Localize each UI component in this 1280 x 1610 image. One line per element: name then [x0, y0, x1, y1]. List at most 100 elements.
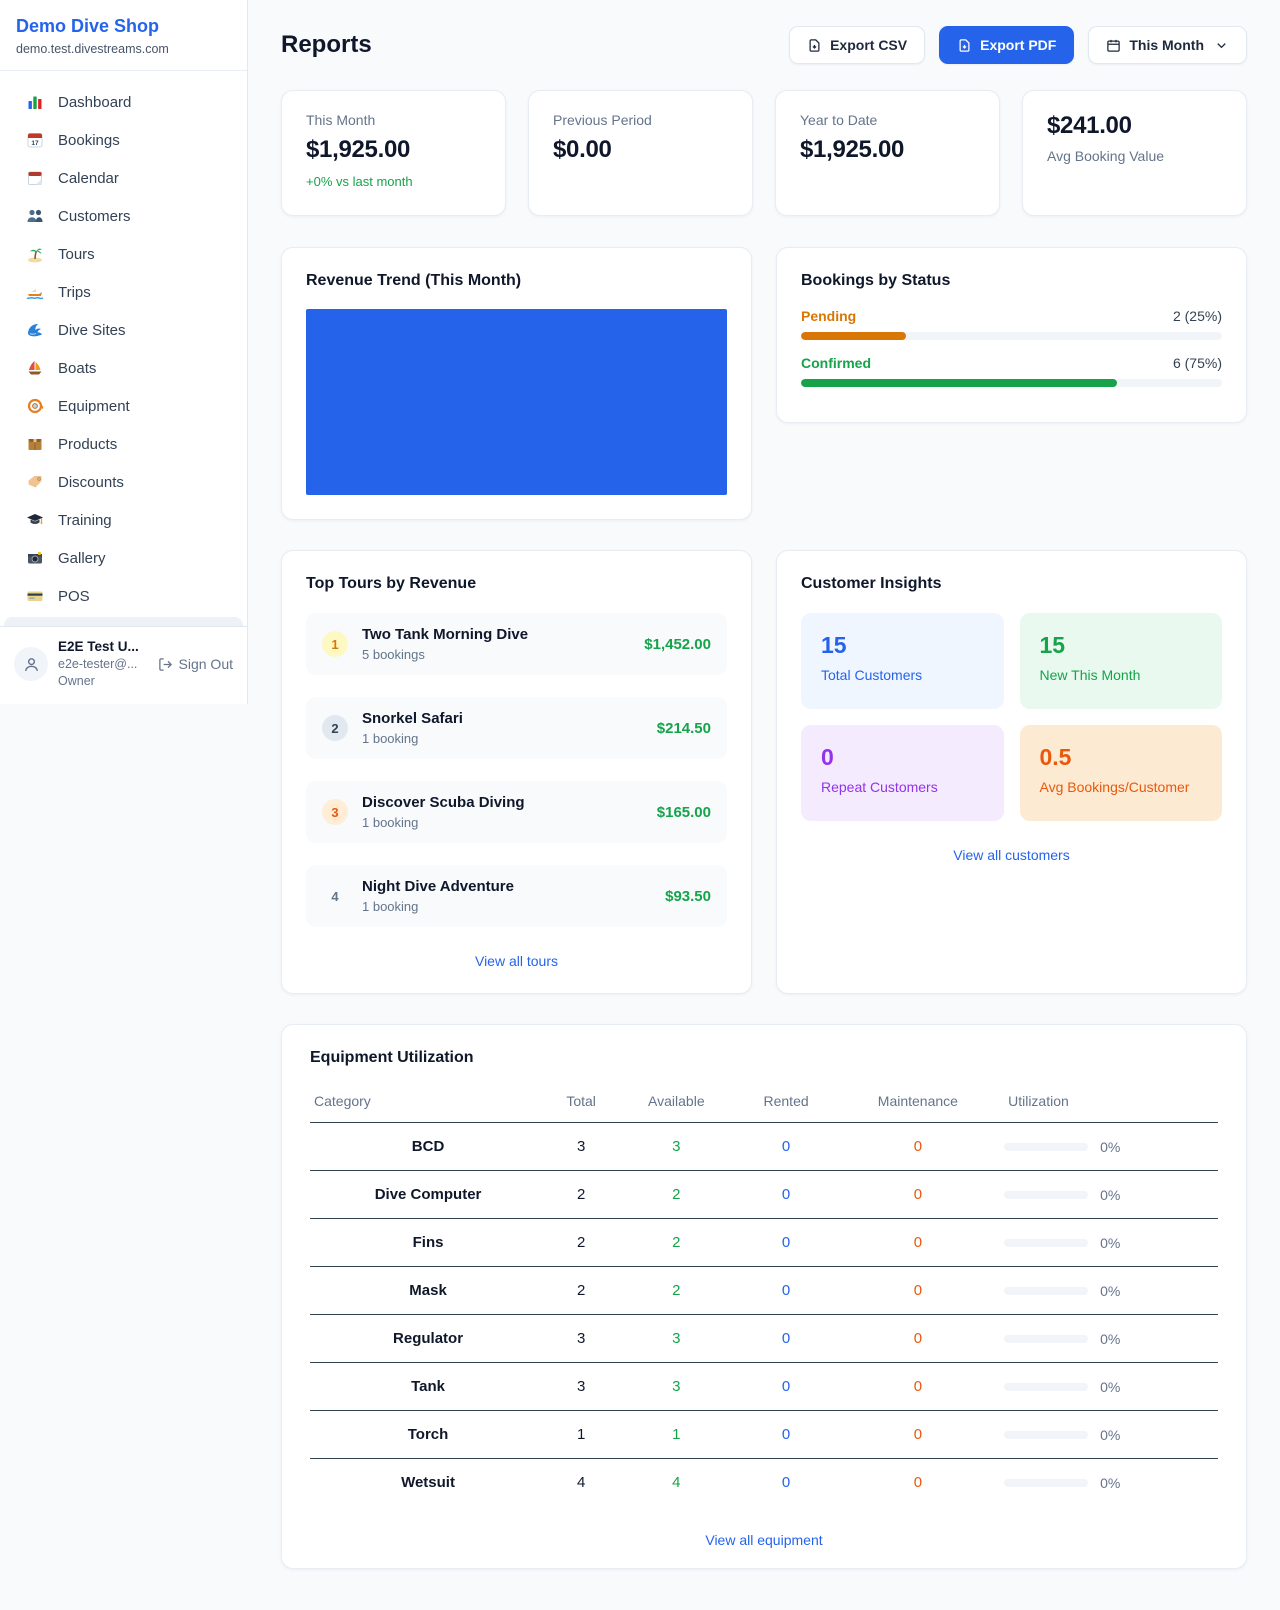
col-total: Total	[546, 1087, 617, 1123]
view-all-equipment-link[interactable]: View all equipment	[705, 1532, 823, 1548]
user-role: Owner	[58, 673, 95, 688]
stat-card: This Month $1,925.00 +0% vs last month	[281, 90, 506, 216]
sidebar-item-equipment[interactable]: Equipment	[12, 387, 235, 425]
tour-row: 3 Discover Scuba Diving 1 booking $165.0…	[306, 781, 727, 843]
equipment-total: 2	[546, 1218, 617, 1267]
sidebar-item-pos[interactable]: POS	[12, 577, 235, 615]
tour-rows: 1 Two Tank Morning Dive 5 bookings $1,45…	[306, 613, 727, 927]
calendar-icon	[1107, 39, 1121, 52]
bookings-by-status-title: Bookings by Status	[801, 272, 951, 289]
page-title: Reports	[281, 31, 372, 58]
equipment-row: Tank 3 3 0 0 0%	[310, 1362, 1218, 1411]
stat-card: $241.00 Avg Booking Value	[1022, 90, 1247, 216]
tour-bookings: 1 booking	[362, 731, 419, 746]
tour-name: Night Dive Adventure	[362, 878, 514, 895]
equipment-available: 2	[616, 1266, 737, 1315]
equipment-rented: 0	[736, 1314, 836, 1363]
brand: Demo Dive Shop demo.test.divestreams.com	[0, 0, 247, 71]
equipment-maintenance: 0	[913, 1474, 923, 1491]
equipment-total: 2	[546, 1170, 617, 1219]
equipment-total: 3	[546, 1314, 617, 1363]
tour-name: Two Tank Morning Dive	[362, 626, 529, 643]
insight-tile: 15 New This Month	[1019, 613, 1222, 709]
insight-label: Total Customers	[821, 667, 923, 683]
svg-text:17: 17	[31, 140, 39, 147]
export-csv-button[interactable]: Export CSV	[789, 26, 926, 64]
sidebar-item-calendar[interactable]: Calendar	[12, 159, 235, 197]
utilization-bar-track	[1004, 1238, 1089, 1247]
view-all-customers-link[interactable]: View all customers	[953, 847, 1070, 863]
col-category: Category	[310, 1087, 547, 1123]
utilization-percent: 0%	[1100, 1426, 1121, 1443]
sidebar-item-tours[interactable]: Tours	[12, 235, 235, 273]
equipment-category: Torch	[310, 1410, 547, 1459]
brand-domain: demo.test.divestreams.com	[16, 42, 169, 56]
main-content: Reports Export CSV Export PDF	[248, 0, 1280, 1609]
equipment-rented: 0	[736, 1218, 836, 1267]
sidebar-item-bookings[interactable]: 17 Bookings	[12, 121, 235, 159]
stat-value: $1,925.00	[800, 136, 905, 163]
view-all-tours-link[interactable]: View all tours	[474, 953, 558, 969]
sign-out-button[interactable]: Sign Out	[158, 656, 233, 672]
utilization-percent: 0%	[1100, 1138, 1121, 1155]
bookings-by-status-card: Bookings by Status Pending 2 (25%) Confi…	[776, 247, 1247, 423]
equipment-row: Wetsuit 4 4 0 0 0%	[310, 1459, 1218, 1507]
sidebar-item-label: Equipment	[58, 397, 130, 415]
equipment-rented: 0	[736, 1170, 836, 1219]
insight-tile: 0.5 Avg Bookings/Customer	[1019, 725, 1222, 821]
sidebar-item-label: Gallery	[58, 549, 106, 567]
sidebar-item-gallery[interactable]: Gallery	[12, 539, 235, 577]
tour-row: 4 Night Dive Adventure 1 booking $93.50	[306, 865, 727, 927]
stat-delta: +0% vs last month	[306, 174, 413, 189]
sidebar-item-boats[interactable]: Boats	[12, 349, 235, 387]
col-utilization: Utilization	[1000, 1087, 1218, 1123]
equipment-table-header: Category Total Available Rented Maintena…	[310, 1087, 1218, 1123]
equipment-rented: 0	[736, 1266, 836, 1315]
sidebar-item-customers[interactable]: Customers	[12, 197, 235, 235]
equipment-table: Category Total Available Rented Maintena…	[310, 1087, 1218, 1506]
sidebar-nav: Dashboard 17 Bookings Calendar Customers…	[0, 71, 247, 615]
sidebar-item-trips[interactable]: Trips	[12, 273, 235, 311]
tour-name: Snorkel Safari	[362, 710, 463, 727]
revenue-trend-title: Revenue Trend (This Month)	[306, 272, 522, 289]
equipment-available: 2	[616, 1170, 737, 1219]
status-bar-fill	[801, 379, 1117, 387]
stat-label: Previous Period	[553, 112, 652, 128]
insight-value: 15	[1039, 632, 1066, 658]
sidebar-item-discounts[interactable]: Discounts	[12, 463, 235, 501]
nav-scroll-cut-item	[4, 617, 243, 626]
customer-insights-title: Customer Insights	[801, 575, 942, 592]
sidebar-item-training[interactable]: Training	[12, 501, 235, 539]
export-pdf-button[interactable]: Export PDF	[939, 26, 1075, 64]
file-download-icon	[959, 38, 970, 52]
status-count: 6 (75%)	[1172, 355, 1222, 371]
user-email: e2e-tester@...	[58, 657, 138, 671]
insight-label: Avg Bookings/Customer	[1039, 779, 1190, 795]
sidebar-item-label: Boats	[58, 359, 97, 377]
charts-row: Revenue Trend (This Month) Bookings by S…	[281, 247, 1247, 520]
sidebar-item-dive-sites[interactable]: Dive Sites	[12, 311, 235, 349]
equipment-rented: 0	[781, 1474, 791, 1491]
revenue-trend-chart	[306, 309, 727, 495]
period-select[interactable]: This Month	[1088, 26, 1247, 64]
stat-label: This Month	[306, 112, 376, 128]
user-icon	[24, 658, 38, 671]
stat-value: $241.00	[1047, 112, 1132, 139]
equipment-total: 4	[576, 1474, 586, 1491]
equipment-maintenance: 0	[835, 1122, 1001, 1171]
sign-out-icon	[158, 658, 172, 671]
wave-icon	[26, 321, 44, 339]
equipment-rented: 0	[736, 1410, 836, 1459]
equipment-total: 3	[546, 1362, 617, 1411]
sidebar-item-label: Customers	[58, 207, 131, 225]
equipment-row: Dive Computer 2 2 0 0 0%	[310, 1170, 1218, 1219]
customer-insights-card: Customer Insights 15 Total Customers 15 …	[776, 550, 1247, 994]
sidebar-item-dashboard[interactable]: Dashboard	[12, 83, 235, 121]
equipment-row: Fins 2 2 0 0 0%	[310, 1218, 1218, 1267]
equipment-row: Regulator 3 3 0 0 0%	[310, 1314, 1218, 1363]
sidebar-item-products[interactable]: Products	[12, 425, 235, 463]
sidebar-item-label: Bookings	[58, 131, 120, 149]
status-count: 2 (25%)	[1172, 308, 1222, 324]
equipment-maintenance: 0	[835, 1362, 1001, 1411]
